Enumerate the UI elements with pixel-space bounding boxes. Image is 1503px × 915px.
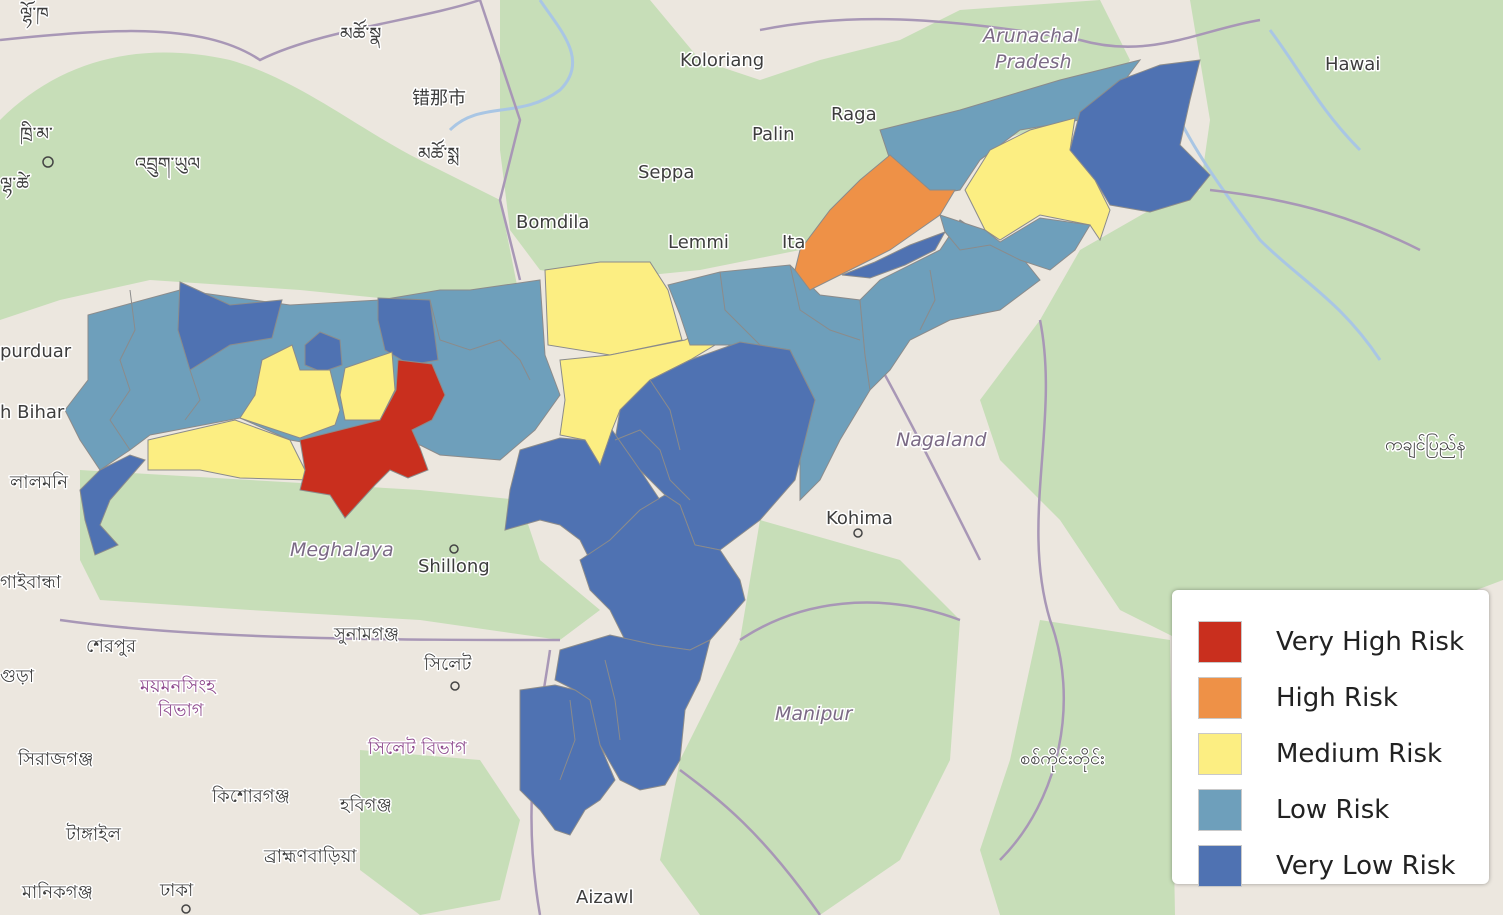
label-nagaland: Nagaland — [896, 429, 988, 451]
label-sunamganj: সুনামগঞ্জ — [333, 624, 399, 645]
label-aizawl: Aizawl — [576, 887, 634, 908]
district-barpeta[interactable] — [239, 344, 341, 439]
label-gaibandha: গাইবান্ধা — [0, 572, 62, 593]
label-shillong: Shillong — [418, 556, 490, 577]
rivers — [448, 0, 1382, 361]
place-labels: Koloriang Arunachal Pradesh Hawai Raga P… — [0, 0, 1467, 910]
label-tibet-1: ལྷོ་ཁ — [20, 0, 49, 29]
map-legend: Very High Risk High Risk Medium Risk Low… — [1172, 590, 1489, 887]
legend-swatch-low — [1198, 789, 1242, 831]
label-habiganj: হবিগঞ্জ — [339, 795, 392, 816]
label-sirajganj: সিরাজগঞ্জ — [17, 749, 93, 770]
label-mymensingh-1: ময়মনসিংহ — [139, 676, 217, 697]
label-arunachal-1: Arunachal — [981, 25, 1080, 47]
legend-item-medium: Medium Risk — [1198, 726, 1489, 782]
label-bihar: h Bihar — [0, 402, 65, 423]
district-lakhimpur[interactable] — [859, 219, 1041, 392]
legend-swatch-very-low — [1198, 845, 1242, 887]
district-udalguri[interactable] — [544, 261, 683, 356]
label-bogra: গুড়া — [0, 666, 35, 687]
districts[interactable] — [64, 59, 1211, 836]
label-kachin: ကချင်ပြည်န — [1385, 433, 1466, 458]
label-tibet-3: ཁྲི་མ་ — [20, 120, 53, 145]
district-dibrugarh[interactable] — [964, 117, 1111, 242]
legend-label-low: Low Risk — [1276, 795, 1390, 825]
district-bongaigaon[interactable] — [304, 331, 343, 373]
label-meghalaya: Meghalaya — [290, 539, 394, 561]
label-arunachal-2: Pradesh — [995, 51, 1072, 73]
label-seppa: Seppa — [638, 162, 694, 183]
district-kamrup[interactable] — [299, 359, 446, 519]
label-sylhet-div: সিলেট বিভাগ — [367, 737, 468, 759]
label-sagaing: စစ်ကိုင်းတိုင်း — [1020, 748, 1105, 772]
district-kokrajhar[interactable] — [177, 281, 283, 371]
legend-item-low: Low Risk — [1198, 782, 1489, 838]
label-raga: Raga — [831, 104, 877, 125]
district-dhubri[interactable] — [79, 454, 146, 556]
legend-label-medium: Medium Risk — [1276, 739, 1443, 769]
legend-item-very-low: Very Low Risk — [1198, 838, 1489, 894]
label-cuona: 错那市 — [412, 88, 466, 109]
district-dima-hasao[interactable] — [579, 494, 746, 651]
label-manipur: Manipur — [775, 703, 853, 725]
label-koloriang: Koloriang — [680, 50, 764, 71]
label-lalmonirhat: লালমনি — [9, 472, 68, 493]
label-sherpur: শেরপুর — [86, 636, 137, 657]
legend-swatch-medium — [1198, 733, 1242, 775]
legend-label-very-high: Very High Risk — [1276, 627, 1465, 657]
district-tinsukia[interactable] — [1069, 59, 1211, 213]
label-sylhet: সিলেট — [423, 653, 473, 675]
label-tibet-6: ལྷ་ཚེ — [0, 171, 30, 199]
district-lakhimpur-high[interactable] — [794, 154, 956, 291]
label-tibet-5: མཚོ་སྨ — [418, 139, 459, 166]
district-sivasagar[interactable] — [939, 214, 1091, 271]
label-itanagar: Ita — [782, 232, 805, 253]
label-purduar: purduar — [0, 341, 72, 362]
legend-swatch-high — [1198, 677, 1242, 719]
district-nagaon[interactable] — [614, 341, 816, 551]
legend-item-high: High Risk — [1198, 670, 1489, 726]
label-kohima: Kohima — [826, 508, 893, 529]
label-lemmi: Lemmi — [668, 232, 729, 253]
legend-label-high: High Risk — [1276, 683, 1398, 713]
label-palin: Palin — [752, 124, 795, 145]
label-manikganj: মানিকগঞ্জ — [21, 882, 93, 903]
label-hawai: Hawai — [1325, 54, 1380, 75]
label-mymensingh-2: বিভাগ — [157, 700, 205, 721]
label-dhaka: ঢাকা — [159, 880, 194, 901]
district-majuli[interactable] — [841, 231, 947, 279]
label-tangail: টাঙ্গাইল — [65, 823, 122, 845]
legend-label-very-low: Very Low Risk — [1276, 851, 1456, 881]
label-bomdila: Bomdila — [516, 212, 589, 233]
legend-item-very-high: Very High Risk — [1198, 614, 1489, 670]
city-markers — [42, 156, 863, 914]
label-brahmanbaria: ব্রাহ্মণবাড়িয়া — [263, 846, 357, 867]
legend-swatch-very-high — [1198, 621, 1242, 663]
label-tibet-2: མཚོ་སྣ — [340, 19, 381, 49]
label-kishoreganj: কিশোরগঞ্জ — [211, 786, 290, 807]
district-sonitpur-low[interactable] — [667, 264, 871, 502]
district-inner-borders — [109, 264, 936, 781]
